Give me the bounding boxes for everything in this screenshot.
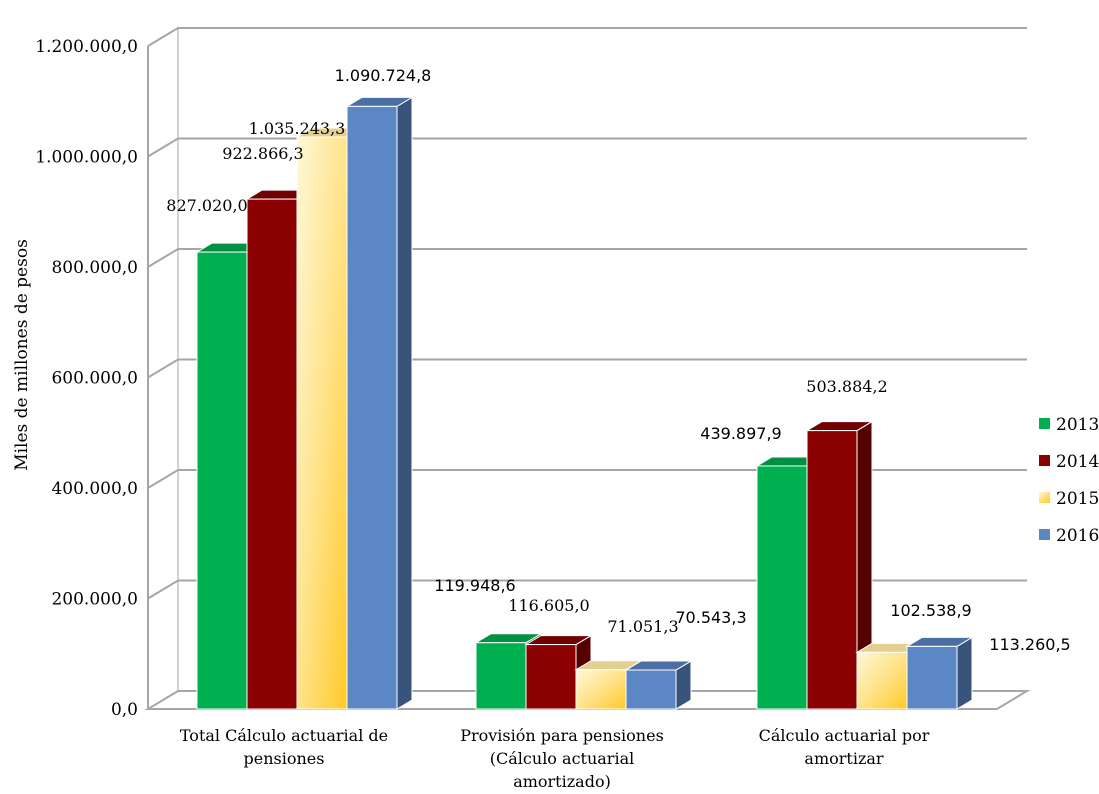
data-label: 70.543,3 [675,608,746,627]
y-tick-label: 200.000,0 [51,590,138,610]
bars [195,96,974,710]
data-label: 116.605,0 [508,596,589,615]
data-labels: 827.020,0 922.866,3 1.035.243,3 1.090.724,8… [166,66,1070,654]
category-label: Cálculo actuarial por [759,726,930,745]
legend-swatch [1039,529,1050,540]
data-label: 119.948,6 [434,576,515,595]
y-axis: 0,0 200.000,0 400.000,0 600.000,0 800.000,0 1… [35,37,149,720]
data-label: 102.538,9 [890,601,971,620]
bar-2014 [805,420,874,710]
legend-item-2015: 2015 [1039,489,1099,509]
grid [144,27,1031,710]
category-label: pensiones [244,749,325,768]
data-label: 1.090.724,8 [335,66,432,85]
y-tick-label: 1.200.000,0 [35,37,138,57]
legend-item-2016: 2016 [1039,526,1099,546]
category-label: amortizado) [513,772,611,791]
category-label: Provisión para pensiones [460,726,664,745]
legend-item-2014: 2014 [1039,452,1099,472]
bar-2013 [755,456,824,710]
category-labels: Total Cálculo actuarial de pensiones Provi… [180,726,930,791]
legend-swatch [1039,492,1050,503]
y-tick-label: 1.000.000,0 [35,148,138,168]
data-label: 71.051,3 [607,617,678,636]
bar-2016 [905,636,974,710]
y-tick-label: 0,0 [111,700,138,720]
legend: 2013 2014 2015 2016 [1039,415,1099,546]
legend-swatch [1039,455,1050,466]
data-label: 439.897,9 [700,424,781,443]
category-label: (Cálculo actuarial [490,749,634,768]
legend-label: 2016 [1056,526,1099,546]
bar-2016 [624,660,693,710]
legend-item-2013: 2013 [1039,415,1099,435]
legend-label: 2013 [1056,415,1099,435]
data-label: 922.866,3 [222,144,303,163]
legend-label: 2014 [1056,452,1099,472]
bar-2016 [345,96,414,710]
data-label: 1.035.243,3 [249,119,346,138]
y-tick-label: 400.000,0 [51,479,138,499]
y-tick-label: 800.000,0 [51,258,138,278]
data-label: 113.260,5 [989,635,1070,654]
y-tick-label: 600.000,0 [51,369,138,389]
data-label: 503.884,2 [806,377,887,396]
category-label: Total Cálculo actuarial de [180,726,388,745]
gridline [147,27,1027,47]
data-label: 827.020,0 [166,196,247,215]
category-label: amortizar [804,749,884,768]
legend-swatch [1039,418,1050,429]
legend-label: 2015 [1056,489,1099,509]
y-axis-title: Miles de millones de pesos [12,239,32,471]
floor [144,690,1031,710]
